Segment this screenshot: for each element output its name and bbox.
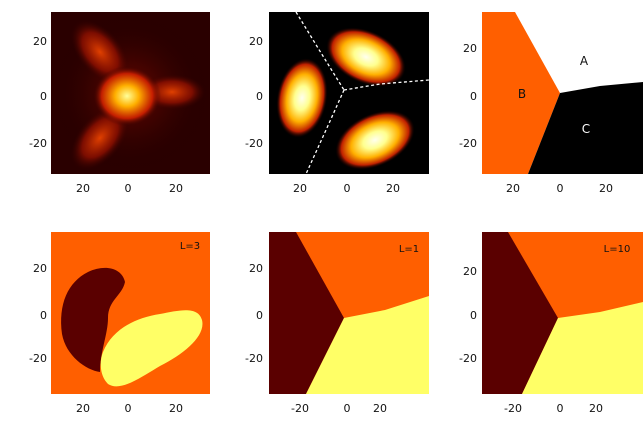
panel-4-xtick-left: 20 [76,402,90,415]
panel-4-region-dark [61,267,125,372]
panel-4-region-yellow [100,310,203,387]
panel-2-ytick-bottom: -20 [245,137,263,150]
panel-1-xtick-mid: 0 [125,182,132,195]
panel-6-xtick-mid: 0 [557,402,564,415]
panel-2: 20 0 -20 20 0 20 [245,12,429,195]
panel-1-xtick-left: 20 [76,182,90,195]
panel-5-ytick-mid: 0 [256,309,263,322]
panel-4-ytick-bottom: -20 [29,352,47,365]
panel-6-ytick-bottom: -20 [459,352,477,365]
panel-1-ytick-bottom: -20 [29,137,47,150]
panel-6-ytick-mid: 0 [470,309,477,322]
panel-1-xtick-right: 20 [169,182,183,195]
panel-5-ytick-bottom: -20 [245,352,263,365]
panel-5-regions [269,232,429,394]
panel-6-ytick-top: 20 [463,265,477,278]
panel-6-xtick-left: -20 [504,402,522,415]
panel-4-regions [51,232,210,394]
panel-2-ytick-mid: 0 [256,90,263,103]
panel-3-xtick-mid: 0 [557,182,564,195]
panel-3-label-b: B [518,87,526,101]
panel-3-region-b [482,12,560,174]
panel-6-xtick-right: 20 [589,402,603,415]
panel-3-label-a: A [580,54,589,68]
panel-6-region-dark [482,232,558,394]
panel-5-xtick-right: 20 [373,402,387,415]
panel-4-label: L=3 [180,241,200,252]
panel-6-label: L=10 [604,244,631,255]
panel-1-heatmap [51,12,210,174]
panel-1-ytick-top: 20 [33,35,47,48]
panel-4-ytick-mid: 0 [40,309,47,322]
panel-6: L=10 20 0 -20 -20 0 20 [459,232,643,415]
panel-2-heatmap [269,12,429,174]
panel-5-region-dark [269,232,344,394]
panel-3-ytick-mid: 0 [470,90,477,103]
panel-1-core [93,66,161,126]
panel-2-xtick-mid: 0 [344,182,351,195]
panel-3-ytick-bottom: -20 [459,137,477,150]
panel-2-ytick-top: 20 [249,35,263,48]
panel-2-boundary-right [343,79,429,91]
panel-6-region-yellow [522,302,643,394]
panel-2-blob-upper [326,27,406,87]
panel-4-ytick-top: 20 [33,262,47,275]
panel-6-regions [482,232,643,394]
panel-5-ytick-top: 20 [249,262,263,275]
panel-5: L=1 20 0 -20 -20 0 20 [245,232,429,415]
panel-3-regions [482,12,643,174]
panel-2-blob-left [276,58,328,138]
panel-4: L=3 20 0 -20 20 0 20 [29,232,210,415]
panel-3-xtick-left: 20 [506,182,520,195]
panel-4-xtick-mid: 0 [125,402,132,415]
panel-4-xtick-right: 20 [169,402,183,415]
panel-3-region-c [528,82,643,174]
panel-5-region-yellow [306,296,429,394]
panel-3-ytick-top: 20 [463,42,477,55]
panel-3: A B C 20 0 -20 20 0 20 [459,12,643,195]
panel-2-blob-lower [335,110,415,170]
panel-1-ytick-mid: 0 [40,90,47,103]
panel-5-xtick-left: -20 [291,402,309,415]
panel-2-xtick-right: 20 [386,182,400,195]
panel-5-xtick-mid: 0 [344,402,351,415]
panel-5-label: L=1 [399,244,419,255]
panel-3-xtick-right: 20 [599,182,613,195]
panel-1: 20 0 -20 20 0 20 [29,12,210,195]
panel-3-label-c: C [582,122,590,136]
panel-2-xtick-left: 20 [293,182,307,195]
